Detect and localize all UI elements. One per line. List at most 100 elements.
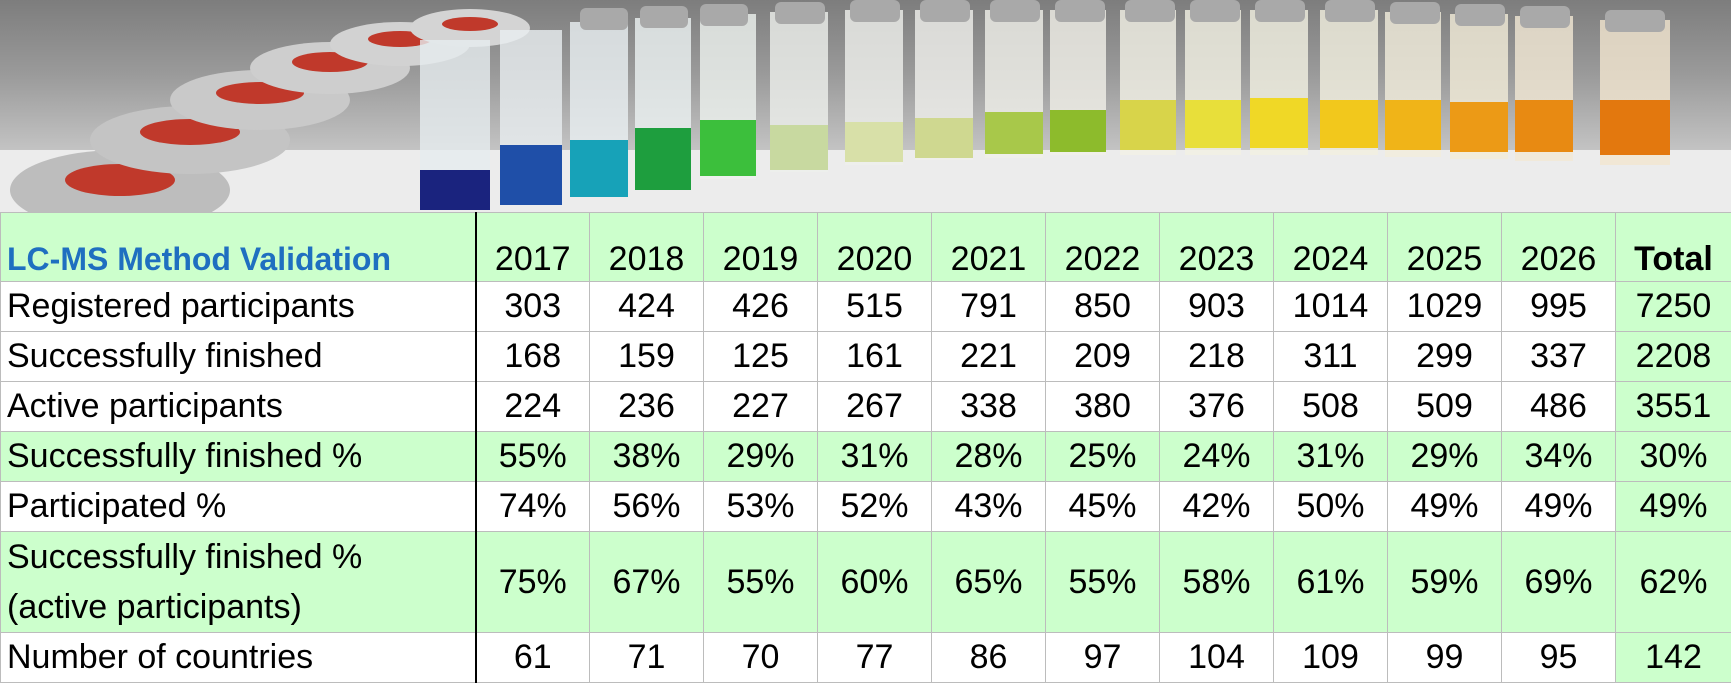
table-cell: 426 [704, 282, 818, 332]
row-label: Active participants [1, 382, 476, 432]
table-cell: 42% [1160, 482, 1274, 532]
total-cell: 62% [1616, 532, 1731, 633]
table-cell: 50% [1274, 482, 1388, 532]
table-cell: 56% [590, 482, 704, 532]
table-cell: 338 [932, 382, 1046, 432]
table-cell: 515 [818, 282, 932, 332]
row-label: Registered participants [1, 282, 476, 332]
table-row: Successfully finished % (active participa… [1, 532, 1731, 633]
table-row: Successfully finished 168 159 125 161 22… [1, 332, 1731, 382]
table-cell: 109 [1274, 633, 1388, 683]
table-cell: 61 [476, 633, 590, 683]
table-cell: 31% [818, 432, 932, 482]
table-cell: 1014 [1274, 282, 1388, 332]
year-header: 2021 [932, 213, 1046, 282]
table-cell: 267 [818, 382, 932, 432]
row-label-line: (active participants) [7, 588, 302, 626]
row-label: Successfully finished % (active participa… [1, 532, 476, 633]
table-cell: 65% [932, 532, 1046, 633]
vials-illustration [0, 0, 1731, 212]
total-cell: 3551 [1616, 382, 1731, 432]
header-row: LC-MS Method Validation 2017 2018 2019 2… [1, 213, 1731, 282]
table-cell: 55% [1046, 532, 1160, 633]
table-cell: 97 [1046, 633, 1160, 683]
year-header: 2018 [590, 213, 704, 282]
total-cell: 142 [1616, 633, 1731, 683]
table-cell: 25% [1046, 432, 1160, 482]
table-cell: 168 [476, 332, 590, 382]
table-cell: 159 [590, 332, 704, 382]
table-cell: 104 [1160, 633, 1274, 683]
year-header: 2022 [1046, 213, 1160, 282]
table-row: Participated % 74% 56% 53% 52% 43% 45% 4… [1, 482, 1731, 532]
table-cell: 70 [704, 633, 818, 683]
table-cell: 29% [704, 432, 818, 482]
table-cell: 59% [1388, 532, 1502, 633]
table-cell: 299 [1388, 332, 1502, 382]
table-cell: 995 [1502, 282, 1616, 332]
participation-table: LC-MS Method Validation 2017 2018 2019 2… [0, 212, 1731, 683]
table-cell: 224 [476, 382, 590, 432]
table-cell: 236 [590, 382, 704, 432]
table-cell: 209 [1046, 332, 1160, 382]
table-cell: 337 [1502, 332, 1616, 382]
table-cell: 29% [1388, 432, 1502, 482]
table-cell: 53% [704, 482, 818, 532]
year-header: 2023 [1160, 213, 1274, 282]
table-cell: 45% [1046, 482, 1160, 532]
table-cell: 311 [1274, 332, 1388, 382]
table-row: Number of countries 61 71 70 77 86 97 10… [1, 633, 1731, 683]
table-cell: 43% [932, 482, 1046, 532]
table-cell: 376 [1160, 382, 1274, 432]
table-cell: 791 [932, 282, 1046, 332]
table-cell: 380 [1046, 382, 1160, 432]
table-cell: 125 [704, 332, 818, 382]
table-cell: 221 [932, 332, 1046, 382]
table-cell: 903 [1160, 282, 1274, 332]
table-title: LC-MS Method Validation [7, 241, 391, 277]
row-label: Successfully finished % [1, 432, 476, 482]
table-row: Successfully finished % 55% 38% 29% 31% … [1, 432, 1731, 482]
table-cell: 850 [1046, 282, 1160, 332]
table-cell: 28% [932, 432, 1046, 482]
table-cell: 38% [590, 432, 704, 482]
table-cell: 95 [1502, 633, 1616, 683]
row-label: Successfully finished [1, 332, 476, 382]
year-header: 2024 [1274, 213, 1388, 282]
table-cell: 69% [1502, 532, 1616, 633]
year-header: 2017 [476, 213, 590, 282]
table-cell: 218 [1160, 332, 1274, 382]
table-cell: 60% [818, 532, 932, 633]
year-header: 2019 [704, 213, 818, 282]
table-row: Registered participants 303 424 426 515 … [1, 282, 1731, 332]
table-cell: 99 [1388, 633, 1502, 683]
table-cell: 227 [704, 382, 818, 432]
table-title-cell: LC-MS Method Validation [1, 213, 476, 282]
row-label-line: Successfully finished % [7, 538, 362, 576]
table-cell: 486 [1502, 382, 1616, 432]
table-cell: 55% [476, 432, 590, 482]
table-cell: 34% [1502, 432, 1616, 482]
table-cell: 424 [590, 282, 704, 332]
table-cell: 508 [1274, 382, 1388, 432]
table-cell: 303 [476, 282, 590, 332]
table-cell: 1029 [1388, 282, 1502, 332]
table-cell: 49% [1502, 482, 1616, 532]
table-row: Active participants 224 236 227 267 338 … [1, 382, 1731, 432]
table-cell: 509 [1388, 382, 1502, 432]
year-header: 2020 [818, 213, 932, 282]
total-cell: 2208 [1616, 332, 1731, 382]
year-header: 2026 [1502, 213, 1616, 282]
table-cell: 74% [476, 482, 590, 532]
table-cell: 31% [1274, 432, 1388, 482]
table-cell: 75% [476, 532, 590, 633]
row-label: Participated % [1, 482, 476, 532]
table-cell: 86 [932, 633, 1046, 683]
row-label: Number of countries [1, 633, 476, 683]
total-cell: 7250 [1616, 282, 1731, 332]
table-cell: 77 [818, 633, 932, 683]
table-cell: 71 [590, 633, 704, 683]
vials-photo [0, 0, 1731, 212]
total-cell: 49% [1616, 482, 1731, 532]
table-cell: 61% [1274, 532, 1388, 633]
